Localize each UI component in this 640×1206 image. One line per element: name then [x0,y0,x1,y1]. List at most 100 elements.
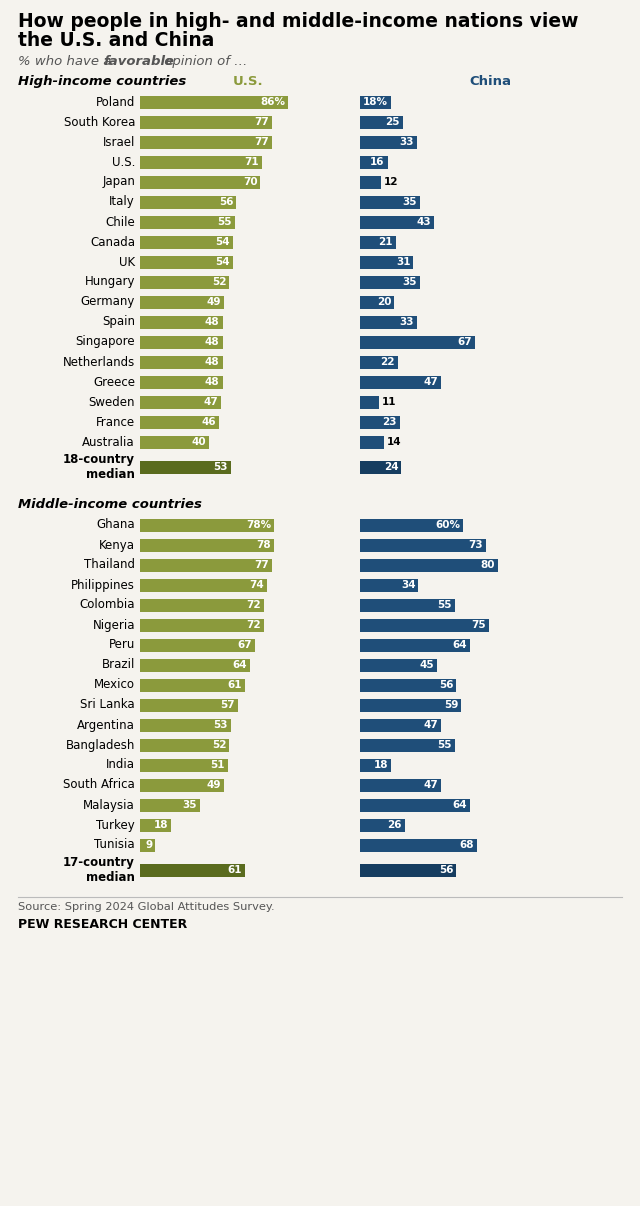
Bar [140,316,223,328]
Bar [140,698,238,712]
Text: the U.S. and China: the U.S. and China [18,31,214,49]
Bar [360,658,437,672]
Bar [140,738,230,751]
Bar [360,719,441,732]
Bar [360,461,401,474]
Text: 47: 47 [423,780,438,790]
Text: Source: Spring 2024 Global Attitudes Survey.: Source: Spring 2024 Global Attitudes Sur… [18,902,275,912]
Bar [140,116,273,129]
Text: 48: 48 [205,336,220,347]
Text: 71: 71 [244,157,259,166]
Bar [140,619,264,632]
Bar [140,195,236,209]
Text: South Africa: South Africa [63,779,135,791]
Text: 18-country
median: 18-country median [63,453,135,481]
Bar [140,396,221,409]
Bar [360,275,420,288]
Bar [360,863,456,877]
Bar [360,156,388,169]
Text: 56: 56 [219,197,234,207]
Text: Middle-income countries: Middle-income countries [18,498,202,511]
Text: 64: 64 [232,660,247,671]
Text: 72: 72 [246,620,261,630]
Bar [140,256,233,269]
Text: 18: 18 [154,820,168,830]
Text: 26: 26 [387,820,402,830]
Bar [360,638,470,651]
Text: 16: 16 [370,157,385,166]
Bar [360,519,463,532]
Text: Argentina: Argentina [77,719,135,732]
Text: 48: 48 [205,317,220,327]
Text: High-income countries: High-income countries [18,75,186,88]
Text: Japan: Japan [102,176,135,188]
Text: 43: 43 [417,217,431,227]
Bar [140,838,156,851]
Text: 34: 34 [401,580,415,590]
Text: 49: 49 [207,780,221,790]
Text: Sri Lanka: Sri Lanka [81,698,135,712]
Text: 9: 9 [145,841,152,850]
Text: Nigeria: Nigeria [93,619,135,632]
Text: 18%: 18% [363,96,388,107]
Text: U.S.: U.S. [111,156,135,169]
Text: Netherlands: Netherlands [63,356,135,369]
Text: 53: 53 [214,720,228,730]
Bar [360,295,394,309]
Bar [360,558,498,572]
Text: Colombia: Colombia [79,598,135,611]
Text: 18: 18 [374,760,388,769]
Text: Ghana: Ghana [97,519,135,532]
Text: 40: 40 [191,437,206,447]
Bar [360,698,461,712]
Bar [140,435,209,449]
Text: India: India [106,759,135,772]
Bar [360,375,441,388]
Bar [360,679,456,691]
Bar [140,679,245,691]
Bar [140,461,231,474]
Bar [140,819,171,831]
Text: 72: 72 [246,601,261,610]
Text: 77: 77 [255,137,269,147]
Text: 17-country
median: 17-country median [63,856,135,884]
Bar [140,638,255,651]
Text: Philippines: Philippines [71,579,135,591]
Bar [140,135,273,148]
Text: 67: 67 [458,336,472,347]
Text: 12: 12 [383,177,398,187]
Bar [360,396,379,409]
Text: 33: 33 [399,317,414,327]
Text: 54: 54 [215,238,230,247]
Text: 67: 67 [237,640,252,650]
Bar [140,519,274,532]
Text: Mexico: Mexico [94,679,135,691]
Text: 35: 35 [182,800,197,810]
Bar [360,598,454,611]
Text: 52: 52 [212,277,227,287]
Bar [360,335,476,349]
Bar [140,275,230,288]
Bar [140,356,223,369]
Text: 55: 55 [437,601,452,610]
Bar [360,579,419,591]
Bar [360,235,396,248]
Text: 25: 25 [385,117,400,127]
Text: 52: 52 [212,740,227,750]
Bar [140,375,223,388]
Bar [360,619,489,632]
Text: 75: 75 [472,620,486,630]
Text: 48: 48 [205,357,220,367]
Text: Malaysia: Malaysia [83,798,135,812]
Text: South Korea: South Korea [63,116,135,129]
Text: Bangladesh: Bangladesh [66,738,135,751]
Text: 51: 51 [210,760,225,769]
Text: 35: 35 [403,197,417,207]
Text: Germany: Germany [81,295,135,309]
Text: 78%: 78% [246,520,271,529]
Text: Kenya: Kenya [99,539,135,551]
Text: Israel: Israel [102,135,135,148]
Bar [140,558,273,572]
Text: Spain: Spain [102,316,135,328]
Text: 31: 31 [396,257,410,267]
